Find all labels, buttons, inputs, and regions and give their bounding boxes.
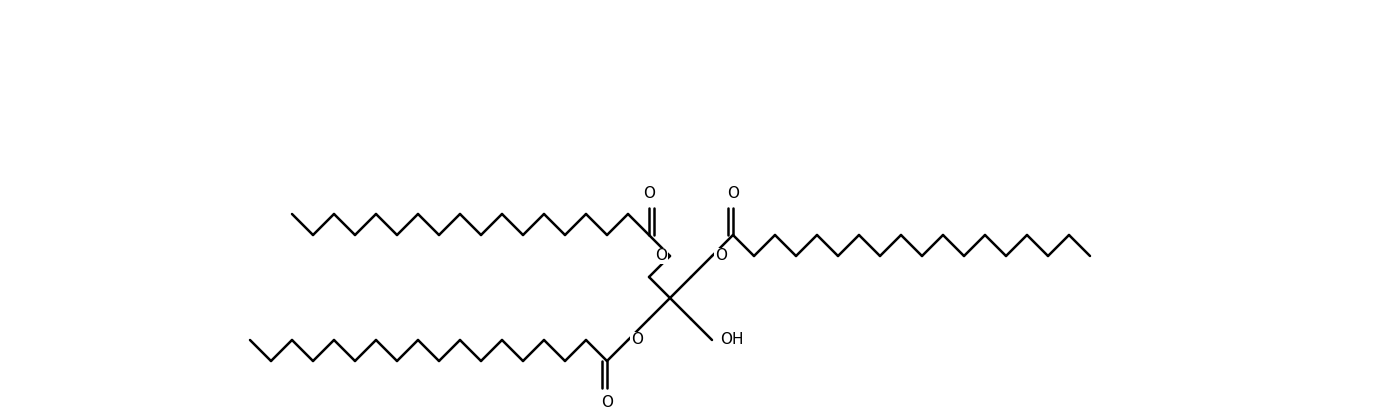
- Text: OH: OH: [720, 333, 743, 347]
- Text: O: O: [715, 249, 727, 263]
- Text: O: O: [643, 186, 656, 201]
- Text: O: O: [656, 249, 667, 263]
- Text: O: O: [631, 333, 643, 347]
- Text: O: O: [601, 395, 612, 410]
- Text: O: O: [727, 186, 739, 201]
